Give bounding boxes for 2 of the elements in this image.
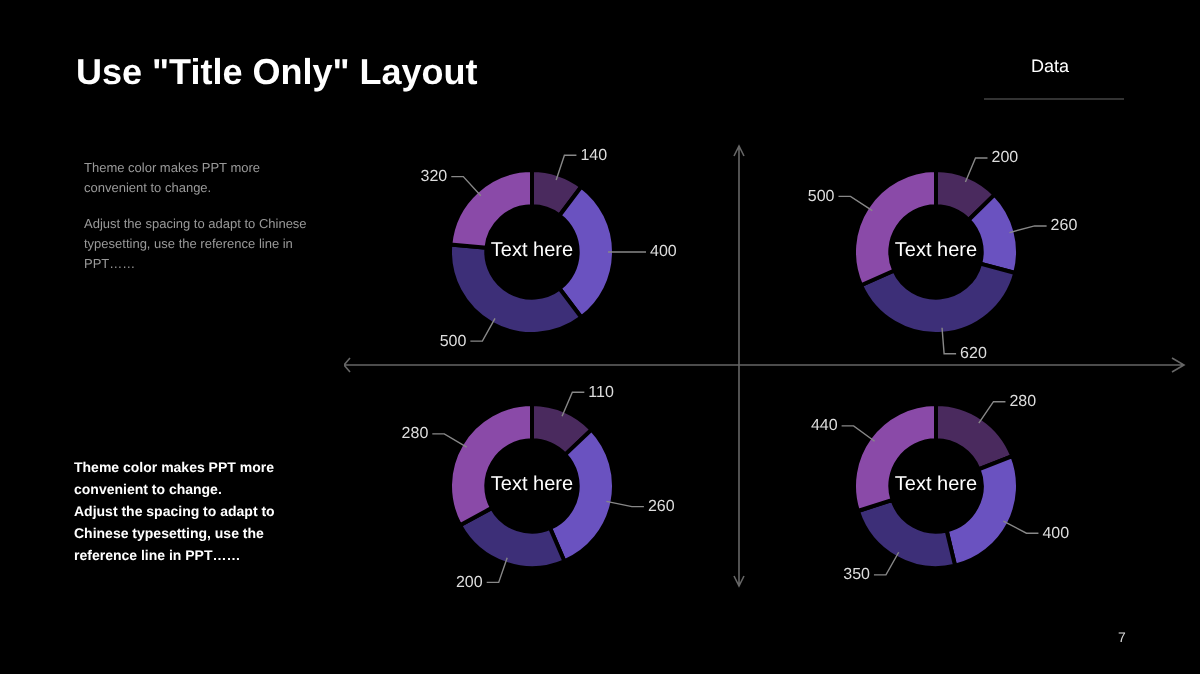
- text: Use "Title Only" Layout: [76, 52, 478, 94]
- text: Data: [1028, 56, 1071, 76]
